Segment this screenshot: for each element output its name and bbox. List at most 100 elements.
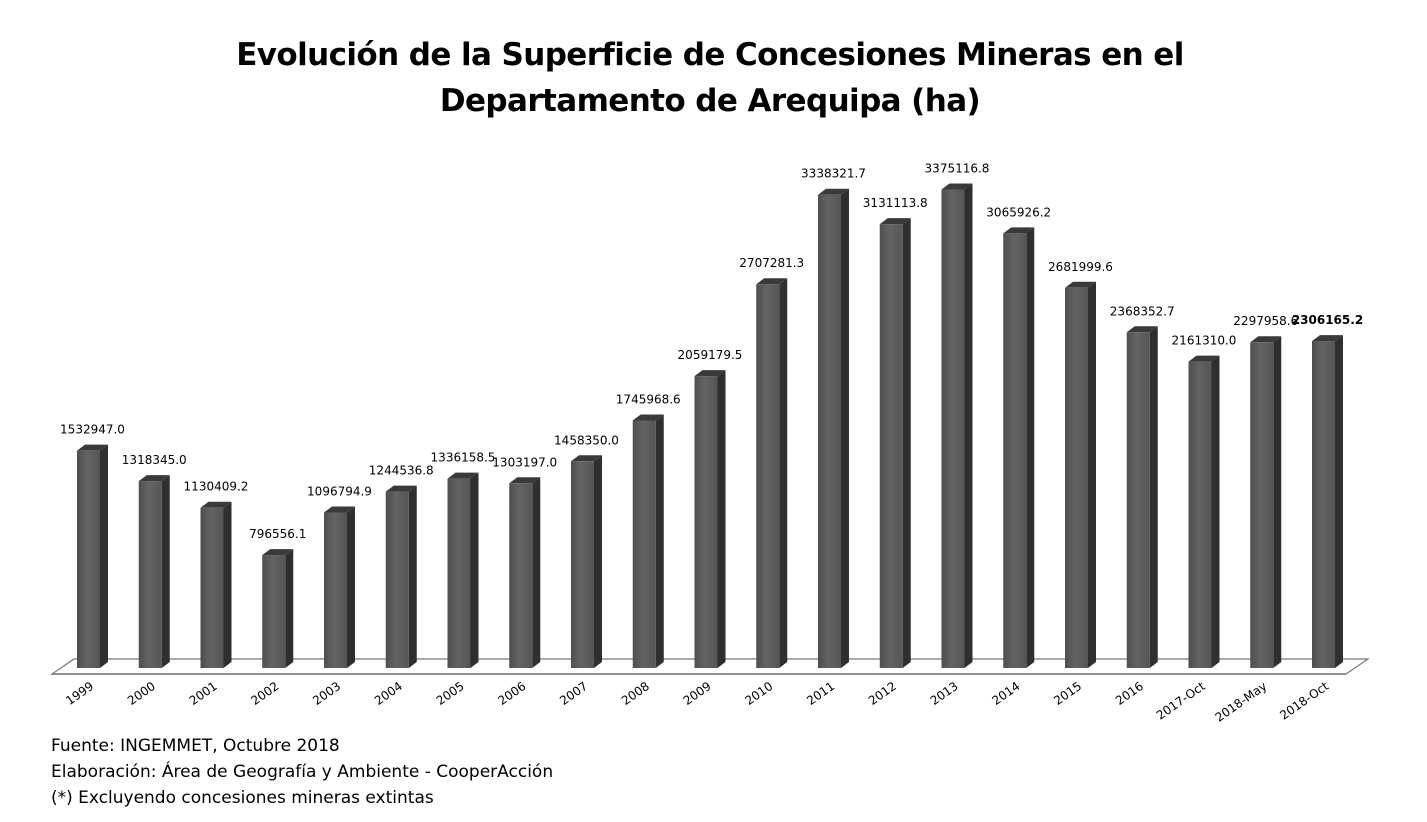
value-label-2013: 3375116.8 xyxy=(925,162,990,176)
value-label-2012: 3131113.8 xyxy=(863,196,928,210)
bar-2018-Oct xyxy=(1312,335,1343,668)
bar-top xyxy=(632,414,664,421)
bar-top xyxy=(1126,326,1158,333)
bar-front xyxy=(756,284,780,668)
value-label-2004: 1244536.8 xyxy=(369,464,434,478)
bar-front xyxy=(1065,287,1088,668)
value-label-2005: 1336158.5 xyxy=(431,451,496,465)
x-tick-label-2004: 2004 xyxy=(372,679,405,708)
bar-side xyxy=(1211,355,1220,668)
bar-side xyxy=(717,370,726,668)
bar-side xyxy=(964,183,973,668)
bar-2013 xyxy=(941,183,973,668)
bar-side xyxy=(161,475,170,668)
bar-top xyxy=(385,485,417,492)
bar-2009 xyxy=(694,370,726,668)
bar-front xyxy=(1188,361,1212,668)
x-tick-label-1999: 1999 xyxy=(63,679,96,708)
bar-front xyxy=(879,224,903,668)
bar-side xyxy=(470,472,479,668)
bar-front xyxy=(200,507,224,668)
value-label-2007: 1458350.0 xyxy=(554,433,619,447)
bar-side xyxy=(223,501,232,668)
x-tick-label-2012: 2012 xyxy=(866,679,899,708)
x-tick-label-2013: 2013 xyxy=(928,679,961,708)
bar-2010 xyxy=(756,278,788,668)
bar-2014 xyxy=(1003,227,1035,669)
bar-side xyxy=(347,506,355,668)
bar-top xyxy=(200,501,232,508)
value-label-2011: 3338321.7 xyxy=(801,167,866,181)
bar-front xyxy=(77,450,100,668)
bar-top xyxy=(447,472,479,479)
chart-bars xyxy=(77,183,1343,669)
chart-notes: Fuente: INGEMMET, Octubre 2018 Elaboraci… xyxy=(51,733,553,811)
bar-side xyxy=(1026,227,1035,669)
bar-2008 xyxy=(632,414,664,668)
source-note: Fuente: INGEMMET, Octubre 2018 xyxy=(51,736,340,756)
footnote: (*) Excluyendo concesiones mineras extin… xyxy=(51,788,434,808)
bar-front xyxy=(1250,342,1274,668)
value-label-2018-Oct: 2306165.2 xyxy=(1292,313,1363,327)
bar-2011 xyxy=(818,188,849,668)
value-label-2008: 1745968.6 xyxy=(616,392,681,406)
chart-title: Evolución de la Superficie de Concesione… xyxy=(0,32,1420,124)
bar-2007 xyxy=(571,455,602,668)
bar-side xyxy=(1149,326,1158,668)
bar-2016 xyxy=(1126,326,1158,668)
bar-side xyxy=(779,278,788,668)
value-label-2003: 1096794.9 xyxy=(307,485,372,499)
value-label-2018-May: 2297958.6 xyxy=(1233,314,1298,328)
value-label-2000: 1318345.0 xyxy=(122,453,187,467)
bar-side xyxy=(1335,335,1343,668)
value-label-1999: 1532947.0 xyxy=(60,423,125,437)
bar-2015 xyxy=(1065,281,1096,668)
bar-front xyxy=(1003,233,1027,669)
bar-2002 xyxy=(262,549,294,668)
value-label-2017-Oct: 2161310.0 xyxy=(1172,334,1237,348)
x-tick-label-2016: 2016 xyxy=(1113,679,1146,708)
x-axis-labels: 1999 2000 2001 2002 2003 2004 2005 2006 2007 2008… xyxy=(63,679,1331,725)
bar-front xyxy=(1312,341,1335,668)
bar-top xyxy=(1003,227,1035,234)
bar-top xyxy=(1250,336,1282,343)
bar-front xyxy=(385,491,409,668)
bar-top xyxy=(1065,281,1096,288)
x-tick-label-2001: 2001 xyxy=(187,679,220,708)
bar-side xyxy=(902,218,911,668)
value-label-2015: 2681999.6 xyxy=(1048,260,1113,274)
bar-1999 xyxy=(77,444,108,668)
bar-side xyxy=(1088,281,1096,668)
bar-front xyxy=(447,478,471,668)
bar-side xyxy=(594,455,602,668)
x-tick-label-2008: 2008 xyxy=(619,679,652,708)
x-tick-label-2003: 2003 xyxy=(310,679,343,708)
bar-front xyxy=(818,194,841,668)
value-label-2006: 1303197.0 xyxy=(492,455,557,469)
bar-2018-May xyxy=(1250,336,1282,668)
bar-2000 xyxy=(138,475,170,668)
bar-front xyxy=(1126,332,1150,668)
bar-2004 xyxy=(385,485,417,668)
x-tick-label-2014: 2014 xyxy=(989,679,1022,708)
bar-2017-Oct xyxy=(1188,355,1220,668)
bar-top xyxy=(879,218,911,225)
x-tick-label-2015: 2015 xyxy=(1051,679,1084,708)
bar-2005 xyxy=(447,472,479,668)
bar-top xyxy=(509,477,541,484)
x-tick-label-2017-Oct: 2017-Oct xyxy=(1154,679,1208,723)
bar-side xyxy=(532,477,541,668)
chart-title-line-2: Departamento de Arequipa (ha) xyxy=(439,83,981,119)
bar-top xyxy=(324,506,355,513)
x-tick-label-2010: 2010 xyxy=(742,679,775,708)
x-tick-label-2018-Oct: 2018-Oct xyxy=(1277,679,1331,723)
elaboration-note: Elaboración: Área de Geografía y Ambient… xyxy=(51,762,554,782)
bar-front xyxy=(324,512,347,668)
chart-title-line-1: Evolución de la Superficie de Concesione… xyxy=(236,37,1184,73)
x-tick-label-2005: 2005 xyxy=(434,679,467,708)
bar-top xyxy=(262,549,294,556)
bar-2001 xyxy=(200,501,232,668)
bar-side xyxy=(285,549,294,668)
x-tick-label-2006: 2006 xyxy=(495,679,528,708)
